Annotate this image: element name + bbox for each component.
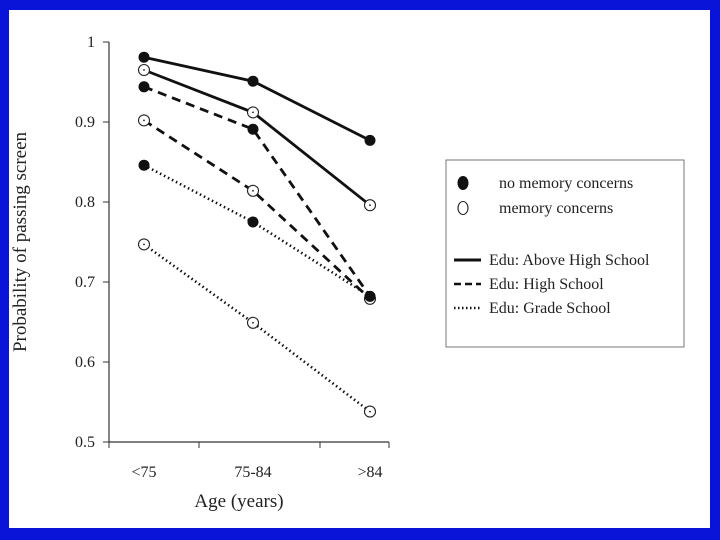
- data-point-filled: [138, 51, 150, 63]
- series-line: [143, 68, 371, 207]
- series-group: [137, 63, 377, 212]
- data-point-filled: [364, 290, 376, 302]
- series-group: [138, 51, 376, 146]
- data-point-filled: [247, 216, 259, 228]
- series-line: [143, 243, 371, 413]
- y-tick-label: 0.5: [75, 434, 95, 451]
- data-point-filled: [247, 123, 259, 135]
- legend-marker-label: memory concerns: [499, 200, 613, 217]
- legend-line-label: Edu: Grade School: [489, 300, 611, 317]
- y-tick-label: 0.7: [75, 274, 95, 291]
- series-line: [143, 85, 372, 298]
- data-point-open-center: [369, 410, 371, 413]
- series-line: [143, 119, 371, 300]
- data-point-open-center: [143, 119, 145, 122]
- x-axis-title: Age (years): [194, 491, 283, 512]
- legend-items: no memory concerns memory concerns Edu: Ab…: [454, 175, 650, 317]
- y-tick-label: 0.9: [75, 114, 95, 131]
- y-tick-label: 1: [87, 34, 95, 51]
- data-point-open-center: [252, 111, 254, 114]
- legend-box: [445, 159, 685, 348]
- y-tick-label: 0.6: [75, 354, 95, 371]
- series-layer: [137, 51, 377, 418]
- legend-filled-marker: [457, 176, 469, 190]
- slide-canvas: 0.5 0.6 0.7 0.8 0.9 1 <75 75-84 >84 Age (years)…: [9, 10, 710, 528]
- data-point-filled: [247, 75, 259, 87]
- y-tick-label: 0.8: [75, 194, 95, 211]
- data-point-open-center: [252, 321, 254, 324]
- y-axis-title: Probability of passing screen: [10, 131, 31, 352]
- x-tick-label: >84: [357, 464, 382, 481]
- series-line: [143, 164, 371, 298]
- data-point-open-center: [143, 243, 145, 246]
- axes-group: [108, 42, 389, 443]
- y-ticks: 0.5 0.6 0.7 0.8 0.9 1: [75, 34, 109, 451]
- x-ticks: <75 75-84 >84: [108, 442, 390, 481]
- legend-line-label: Edu: Above High School: [489, 252, 650, 269]
- series-group: [137, 238, 377, 418]
- data-point-filled: [138, 159, 150, 171]
- data-point-open-center: [143, 69, 145, 71]
- series-group: [138, 159, 376, 302]
- x-tick-label: <75: [131, 464, 156, 481]
- data-point-open-center: [369, 204, 371, 207]
- data-point-filled: [364, 134, 376, 146]
- legend-open-marker: [457, 200, 469, 216]
- legend-line-label: Edu: High School: [489, 276, 604, 293]
- data-point-filled: [138, 81, 150, 93]
- line-chart: 0.5 0.6 0.7 0.8 0.9 1 <75 75-84 >84 Age (years)…: [10, 34, 685, 512]
- data-point-open-center: [252, 189, 254, 192]
- legend-marker-label: no memory concerns: [499, 175, 633, 192]
- x-tick-label: 75-84: [234, 464, 271, 481]
- legend: no memory concerns memory concerns Edu: Ab…: [445, 159, 685, 348]
